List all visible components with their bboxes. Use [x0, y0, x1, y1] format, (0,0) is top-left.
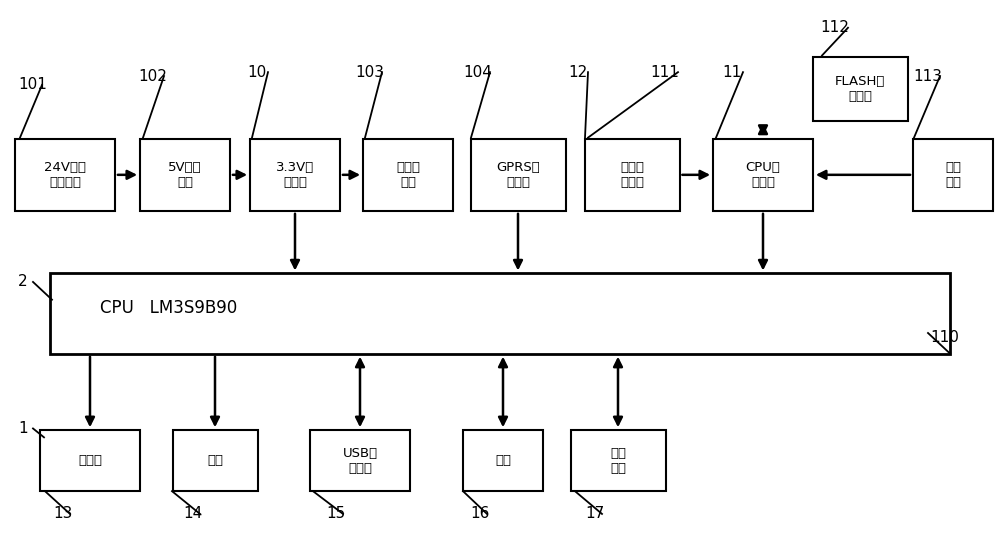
Text: 113: 113	[913, 68, 942, 84]
Text: 网络
接口: 网络 接口	[610, 447, 626, 475]
Text: USB接
口电路: USB接 口电路	[342, 447, 378, 475]
Bar	[913, 139, 993, 211]
Text: 10: 10	[247, 64, 266, 80]
Bar	[50, 274, 950, 354]
Text: 3.3V电
压电路: 3.3V电 压电路	[276, 161, 314, 189]
Text: 110: 110	[930, 330, 959, 345]
Text: 16: 16	[470, 506, 489, 522]
Bar	[584, 139, 680, 211]
Text: 程序烧
结电路: 程序烧 结电路	[620, 161, 644, 189]
Bar	[173, 430, 258, 491]
Text: 17: 17	[585, 506, 604, 522]
Text: 11: 11	[722, 64, 741, 80]
Bar	[570, 430, 666, 491]
Text: FLASH部
分电路: FLASH部 分电路	[835, 75, 885, 103]
Bar	[713, 139, 813, 211]
Text: CPU外
围电路: CPU外 围电路	[746, 161, 780, 189]
Text: 102: 102	[138, 68, 167, 84]
Text: GPRS模
块部分: GPRS模 块部分	[496, 161, 540, 189]
Text: 103: 103	[355, 64, 384, 80]
Text: 13: 13	[53, 506, 72, 522]
Text: 112: 112	[820, 20, 849, 36]
Text: 104: 104	[463, 64, 492, 80]
Bar	[363, 139, 453, 211]
Text: 15: 15	[326, 506, 345, 522]
Bar	[463, 430, 543, 491]
Bar	[140, 139, 230, 211]
Text: 按键: 按键	[207, 454, 223, 467]
Text: CPU   LM3S9B90: CPU LM3S9B90	[100, 299, 237, 317]
Bar	[250, 139, 340, 211]
Text: 时钟
电路: 时钟 电路	[945, 161, 961, 189]
Text: 串口: 串口	[495, 454, 511, 467]
Text: 101: 101	[18, 77, 47, 93]
Bar	[40, 430, 140, 491]
Text: 显示器: 显示器	[78, 454, 102, 467]
Text: 12: 12	[568, 64, 587, 80]
Bar	[812, 57, 908, 121]
Bar	[15, 139, 115, 211]
Text: 111: 111	[650, 64, 679, 80]
Text: 1: 1	[18, 421, 28, 436]
Text: 5V电源
电路: 5V电源 电路	[168, 161, 202, 189]
Text: 2: 2	[18, 274, 28, 290]
Text: 14: 14	[183, 506, 202, 522]
Bar	[310, 430, 410, 491]
Text: 各功能
模块: 各功能 模块	[396, 161, 420, 189]
Text: 24V电源
输入电路: 24V电源 输入电路	[44, 161, 86, 189]
Bar	[471, 139, 566, 211]
